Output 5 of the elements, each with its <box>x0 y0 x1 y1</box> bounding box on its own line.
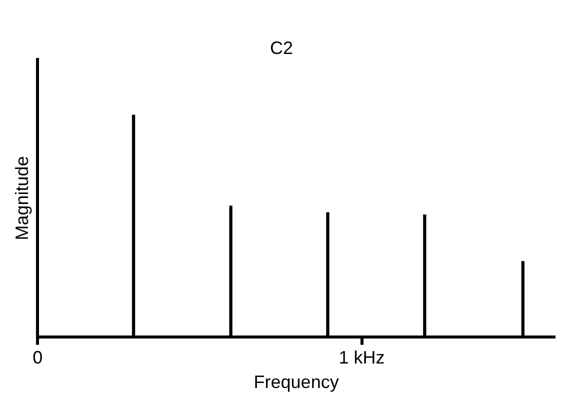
x-tick-label: 0 <box>32 348 43 368</box>
x-axis-title: Frequency <box>254 372 339 392</box>
x-tick-label: 1 kHz <box>338 348 385 368</box>
chart-title: C2 <box>270 38 294 58</box>
y-axis-title: Magnitude <box>12 156 32 240</box>
